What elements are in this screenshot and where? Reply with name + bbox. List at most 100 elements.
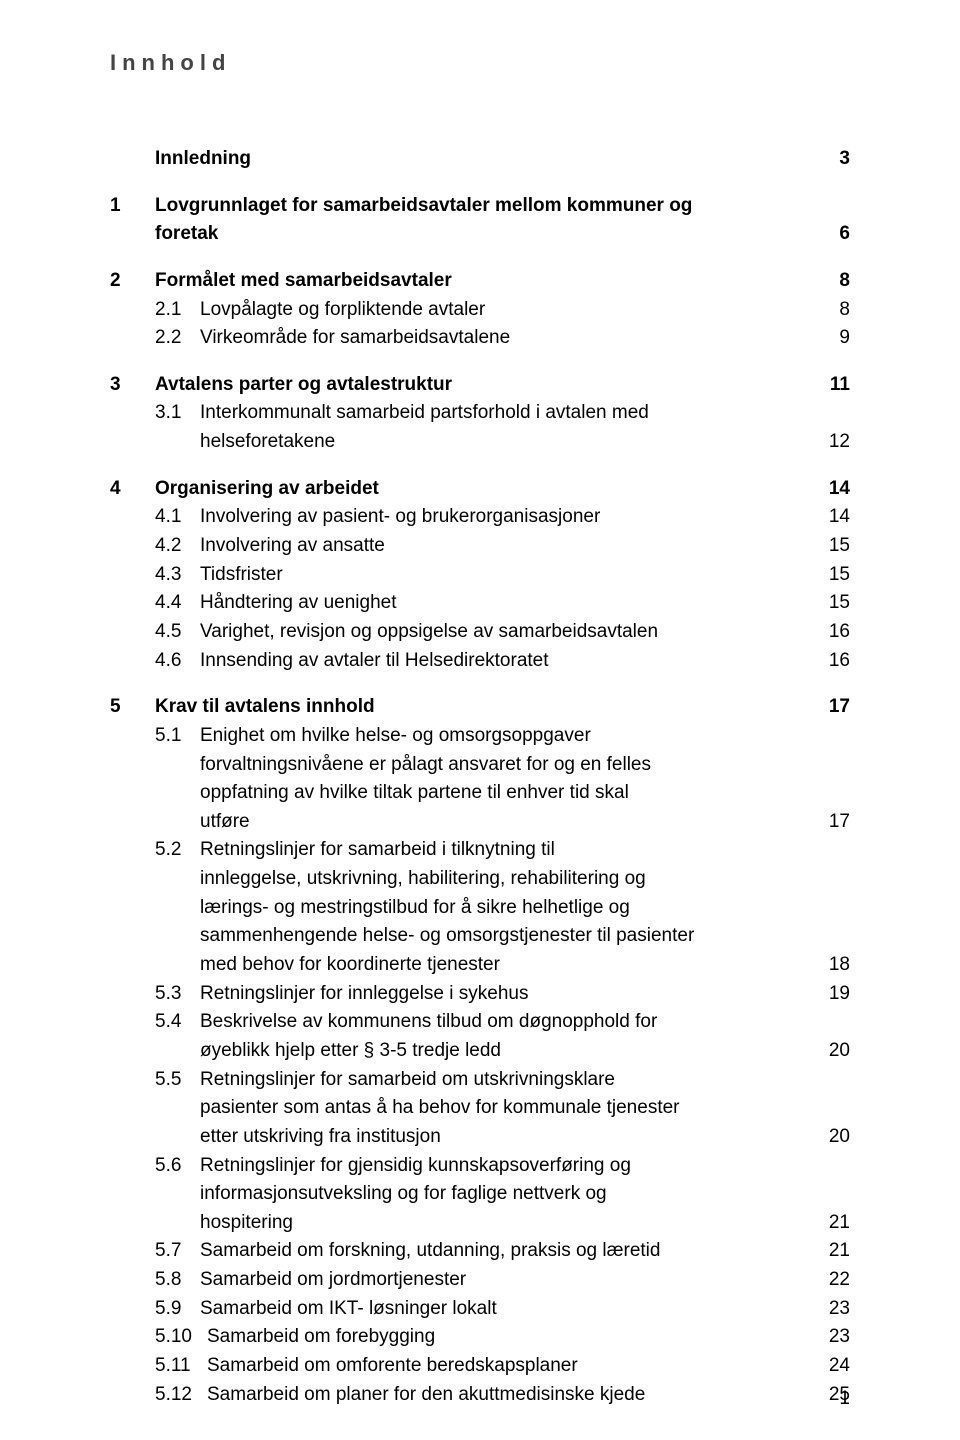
toc-entry: 1Lovgrunnlaget for samarbeidsavtaler mel… [110, 193, 850, 219]
toc-text: Lovpålagte og forpliktende avtaler [200, 297, 810, 323]
page-title: Innhold [110, 50, 850, 76]
toc-subentry: øyeblikk hjelp etter § 3-5 tredje ledd20 [110, 1038, 850, 1064]
toc-number: 4.6 [155, 648, 200, 674]
toc-number: 3 [110, 372, 155, 398]
toc-text: Innledning [155, 146, 810, 172]
toc-text: lærings- og mestringstilbud for å sikre … [200, 895, 810, 921]
toc-text: Krav til avtalens innhold [155, 694, 810, 720]
toc-page [810, 895, 850, 921]
toc-number [155, 780, 200, 806]
toc-number: 1 [110, 193, 155, 219]
toc-page [810, 866, 850, 892]
toc-text: Samarbeid om IKT- løsninger lokalt [200, 1296, 810, 1322]
toc-subentry: pasienter som antas å ha behov for kommu… [110, 1095, 850, 1121]
toc-page: 19 [810, 981, 850, 1007]
toc-subentry: utføre17 [110, 809, 850, 835]
toc-page: 15 [810, 533, 850, 559]
toc-number: 5.1 [155, 723, 200, 749]
toc-subentry: 2.1Lovpålagte og forpliktende avtaler8 [110, 297, 850, 323]
toc-number [155, 1210, 200, 1236]
toc-page [810, 1153, 850, 1179]
toc-number: 4.5 [155, 619, 200, 645]
toc-text: Samarbeid om omforente beredskapsplaner [207, 1353, 810, 1379]
toc-number [155, 1038, 200, 1064]
toc-page: 17 [810, 694, 850, 720]
toc-number [155, 1181, 200, 1207]
table-of-contents: Innledning31Lovgrunnlaget for samarbeids… [110, 146, 850, 1407]
toc-number: 5.11 [155, 1353, 207, 1379]
toc-entry: 5Krav til avtalens innhold17 [110, 694, 850, 720]
toc-subentry: oppfatning av hvilke tiltak partene til … [110, 780, 850, 806]
toc-subentry: 5.9Samarbeid om IKT- løsninger lokalt23 [110, 1296, 850, 1322]
toc-subentry: 2.2Virkeområde for samarbeidsavtalene9 [110, 325, 850, 351]
toc-text: Tidsfrister [200, 562, 810, 588]
toc-subentry: etter utskriving fra institusjon20 [110, 1124, 850, 1150]
toc-subentry: 4.6Innsending av avtaler til Helsedirekt… [110, 648, 850, 674]
toc-text: Lovgrunnlaget for samarbeidsavtaler mell… [155, 193, 810, 219]
toc-text: Retningslinjer for samarbeid om utskrivn… [200, 1067, 810, 1093]
toc-number [110, 221, 155, 247]
toc-page [810, 1067, 850, 1093]
toc-number: 5.3 [155, 981, 200, 1007]
toc-number [155, 809, 200, 835]
toc-number: 5.5 [155, 1067, 200, 1093]
toc-text: Formålet med samarbeidsavtaler [155, 268, 810, 294]
toc-number: 2 [110, 268, 155, 294]
toc-subentry: 4.2Involvering av ansatte15 [110, 533, 850, 559]
toc-number [155, 1124, 200, 1150]
toc-number [110, 146, 155, 172]
toc-page [810, 1095, 850, 1121]
toc-page: 18 [810, 952, 850, 978]
toc-subentry: innleggelse, utskrivning, habilitering, … [110, 866, 850, 892]
toc-subentry: 5.3Retningslinjer for innleggelse i syke… [110, 981, 850, 1007]
toc-text: pasienter som antas å ha behov for kommu… [200, 1095, 810, 1121]
toc-page [810, 1181, 850, 1207]
toc-text: Interkommunalt samarbeid partsforhold i … [200, 400, 810, 426]
toc-gap [110, 250, 850, 268]
toc-page: 3 [810, 146, 850, 172]
toc-gap [110, 458, 850, 476]
toc-text: Samarbeid om forskning, utdanning, praks… [200, 1238, 810, 1264]
toc-page: 8 [810, 297, 850, 323]
toc-page [810, 1009, 850, 1035]
toc-text: Avtalens parter og avtalestruktur [155, 372, 810, 398]
toc-text: Involvering av pasient- og brukerorganis… [200, 504, 810, 530]
toc-subentry: 5.12Samarbeid om planer for den akuttmed… [110, 1382, 850, 1408]
toc-page: 17 [810, 809, 850, 835]
toc-subentry: 4.4Håndtering av uenighet15 [110, 590, 850, 616]
toc-subentry: med behov for koordinerte tjenester18 [110, 952, 850, 978]
toc-number: 2.1 [155, 297, 200, 323]
toc-page: 14 [810, 504, 850, 530]
toc-subentry: hospitering21 [110, 1210, 850, 1236]
toc-number [155, 429, 200, 455]
toc-number [155, 952, 200, 978]
toc-number: 5.7 [155, 1238, 200, 1264]
toc-page: 15 [810, 562, 850, 588]
toc-page: 22 [810, 1267, 850, 1293]
toc-text: foretak [155, 221, 810, 247]
toc-text: Enighet om hvilke helse- og omsorgsoppga… [200, 723, 810, 749]
toc-subentry: 5.10Samarbeid om forebygging23 [110, 1324, 850, 1350]
toc-page: 15 [810, 590, 850, 616]
toc-text: Samarbeid om planer for den akuttmedisin… [207, 1382, 810, 1408]
toc-subentry: 5.2Retningslinjer for samarbeid i tilkny… [110, 837, 850, 863]
toc-subentry: 4.5Varighet, revisjon og oppsigelse av s… [110, 619, 850, 645]
toc-entry: foretak6 [110, 221, 850, 247]
toc-text: Organisering av arbeidet [155, 476, 810, 502]
toc-subentry: 3.1Interkommunalt samarbeid partsforhold… [110, 400, 850, 426]
toc-page: 8 [810, 268, 850, 294]
toc-subentry: informasjonsutveksling og for faglige ne… [110, 1181, 850, 1207]
toc-page [810, 752, 850, 778]
toc-subentry: 5.8Samarbeid om jordmortjenester22 [110, 1267, 850, 1293]
toc-subentry: 5.4Beskrivelse av kommunens tilbud om dø… [110, 1009, 850, 1035]
toc-text: innleggelse, utskrivning, habilitering, … [200, 866, 810, 892]
toc-page: 23 [810, 1296, 850, 1322]
toc-page: 14 [810, 476, 850, 502]
toc-gap [110, 175, 850, 193]
toc-text: sammenhengende helse- og omsorgstjeneste… [200, 923, 810, 949]
toc-text: med behov for koordinerte tjenester [200, 952, 810, 978]
toc-subentry: 5.11Samarbeid om omforente beredskapspla… [110, 1353, 850, 1379]
toc-page: 21 [810, 1210, 850, 1236]
document-page: Innhold Innledning31Lovgrunnlaget for sa… [0, 0, 960, 1440]
toc-number: 5.9 [155, 1296, 200, 1322]
